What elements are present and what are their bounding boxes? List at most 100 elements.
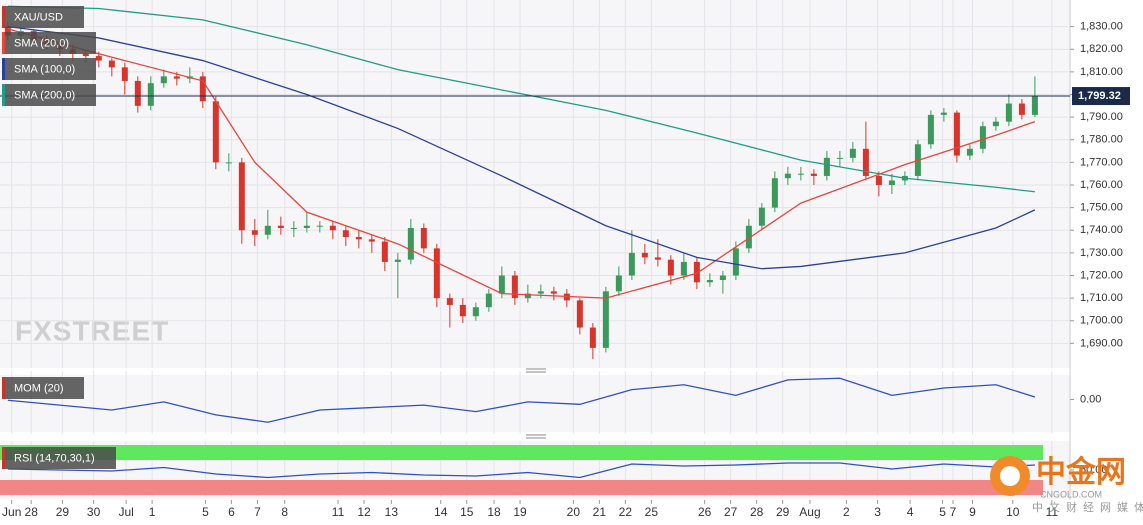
candle-body xyxy=(407,227,414,260)
candle-body xyxy=(329,225,336,231)
brand-logo xyxy=(1000,466,1020,486)
legend-label: XAU/USD xyxy=(14,11,63,23)
y-tick-label: 1,760.00 xyxy=(1080,179,1123,191)
candle-body xyxy=(771,178,778,208)
y-tick-label: 0.00 xyxy=(1080,393,1101,405)
y-tick-label: 1,720.00 xyxy=(1080,269,1123,281)
candle-body xyxy=(524,293,531,299)
legend-swatch xyxy=(2,84,5,106)
candle-body xyxy=(238,162,245,231)
brand: 中金网 CNGOLD.COM 中文财经网媒体 xyxy=(990,455,1143,514)
candle-body xyxy=(160,76,167,84)
candle-body xyxy=(251,230,258,235)
y-tick-label: 1,790.00 xyxy=(1080,111,1123,123)
candle-body xyxy=(797,173,804,175)
x-tick-label: 11 xyxy=(332,505,345,519)
legend-label: MOM (20) xyxy=(14,382,64,394)
mom-plot-bg xyxy=(0,375,1070,432)
y-tick-label: 50.00 xyxy=(1080,464,1108,476)
y-tick-label: 1,810.00 xyxy=(1080,66,1123,78)
y-tick-label: 1,730.00 xyxy=(1080,247,1123,259)
candle-body xyxy=(108,60,115,68)
candle-body xyxy=(693,261,700,283)
candle-body xyxy=(342,230,349,238)
legend-swatch xyxy=(2,6,5,28)
x-tick-label: 11 xyxy=(1046,505,1059,519)
candle-body xyxy=(940,112,947,115)
candle-body xyxy=(95,56,102,61)
y-tick-label: 1,820.00 xyxy=(1080,43,1123,55)
candle-body xyxy=(459,304,466,317)
brand-tagline: 中文财经网媒体 xyxy=(1032,500,1143,514)
x-tick-label: 14 xyxy=(434,505,448,519)
x-tick-label: 29 xyxy=(776,505,790,519)
x-tick-label: 20 xyxy=(567,505,581,519)
x-tick-label: Jul xyxy=(118,505,133,519)
x-tick-label: 8 xyxy=(281,505,288,519)
candle-body xyxy=(550,291,557,294)
y-tick-label: 1,830.00 xyxy=(1080,21,1123,33)
band xyxy=(0,445,1043,460)
plot-layer: 1,690.00 1,700.00 1,710.00 1,720.00 1,730.00… xyxy=(0,0,1130,519)
candle-body xyxy=(511,275,518,299)
resize-handle[interactable] xyxy=(526,368,546,439)
watermark: FXSTREET xyxy=(15,315,169,346)
legend-box xyxy=(2,377,84,399)
candle-body xyxy=(589,327,596,348)
series-line xyxy=(7,5,1035,193)
brand-url: CNGOLD.COM xyxy=(1040,489,1102,499)
last-price-label: 1,799.32 xyxy=(1078,90,1121,102)
x-tick-label: 18 xyxy=(487,505,501,519)
candle-body xyxy=(758,207,765,226)
candle-body xyxy=(719,275,726,281)
y-tick-label: 1,700.00 xyxy=(1080,315,1123,327)
candle-body xyxy=(849,148,856,158)
candle-body xyxy=(498,275,505,294)
candle-body xyxy=(394,259,401,262)
x-tick-label: 5 xyxy=(939,505,946,519)
candle-body xyxy=(420,227,427,249)
candle-body xyxy=(316,225,323,227)
x-tick-label: 29 xyxy=(56,505,70,519)
candle-body xyxy=(199,76,206,102)
x-tick-label: 19 xyxy=(513,505,527,519)
x-tick-label: 12 xyxy=(357,505,371,519)
x-tick-label: 30 xyxy=(87,505,101,519)
legend-swatch xyxy=(2,32,5,54)
candle-body xyxy=(836,157,843,159)
candle-body xyxy=(381,241,388,262)
candle-body xyxy=(953,112,960,156)
candle-body xyxy=(667,259,674,276)
y-tick-label: 1,690.00 xyxy=(1080,337,1123,349)
candle-body xyxy=(576,300,583,328)
legend-box xyxy=(2,6,84,28)
x-tick-label: 10 xyxy=(1006,505,1020,519)
candle-body xyxy=(173,76,180,79)
main-plot-bg xyxy=(0,0,1070,368)
candle-body xyxy=(628,252,635,276)
candle-body xyxy=(888,180,895,185)
candle-body xyxy=(979,126,986,149)
candle-body xyxy=(472,307,479,317)
candle-body xyxy=(602,291,609,348)
candle-body xyxy=(875,175,882,185)
y-tick-label: 1,710.00 xyxy=(1080,292,1123,304)
legend-box xyxy=(2,84,96,106)
y-tick-label: 1,780.00 xyxy=(1080,134,1123,146)
x-tick-label: Aug xyxy=(799,505,820,519)
x-tick-label: 28 xyxy=(25,505,39,519)
y-tick-label: 1,750.00 xyxy=(1080,202,1123,214)
legend-box xyxy=(2,58,96,80)
candle-body xyxy=(290,227,297,229)
legend-label: SMA (200,0) xyxy=(14,89,75,101)
x-tick-label: 15 xyxy=(460,505,474,519)
x-tick-label: 27 xyxy=(724,505,738,519)
series-line xyxy=(7,28,1036,299)
y-tick-label: 1,740.00 xyxy=(1080,224,1123,236)
x-tick-label: 7 xyxy=(254,505,261,519)
candle-body xyxy=(1031,96,1038,115)
series-line xyxy=(7,462,1035,479)
candle-body xyxy=(225,162,232,164)
x-tick-label: 22 xyxy=(619,505,633,519)
